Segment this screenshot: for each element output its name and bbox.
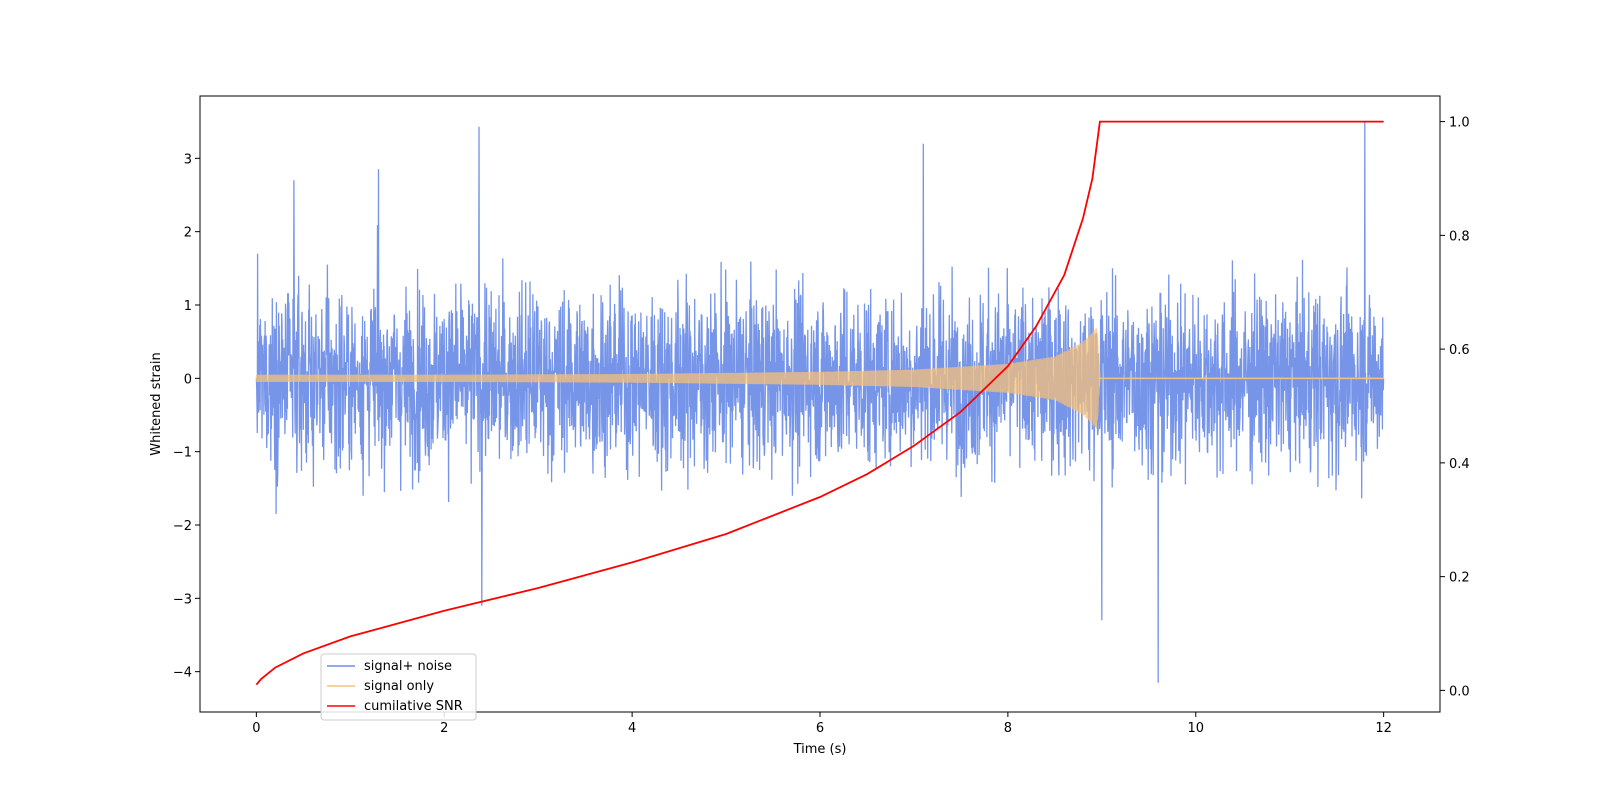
y-tick-label: 1	[184, 299, 192, 314]
y2-tick-label: 0.2	[1449, 571, 1470, 586]
x-tick-label: 6	[816, 721, 824, 736]
legend: signal+ noise signal only cumilative SNR	[320, 653, 477, 721]
x-tick-label: 12	[1375, 721, 1392, 736]
y-tick-label: −1	[173, 446, 192, 461]
y2-tick-label: 0.8	[1449, 229, 1470, 244]
x-axis-label: Time (s)	[793, 742, 847, 757]
plot-area	[255, 120, 1385, 686]
y-tick-label: −2	[173, 519, 192, 534]
y2-tick-label: 0.0	[1449, 684, 1470, 699]
y-tick-label: −3	[173, 592, 192, 607]
y-tick-label: 3	[184, 152, 192, 167]
series-signal-noise	[255, 121, 1385, 683]
legend-label-signal-noise: signal+ noise	[364, 659, 452, 674]
series-cumulative-snr	[255, 120, 1384, 686]
x-tick-label: 2	[440, 721, 448, 736]
x-tick-label: 8	[1004, 721, 1012, 736]
x-tick-label: 0	[252, 721, 260, 736]
legend-label-signal-only: signal only	[364, 679, 434, 694]
x-tick-label: 10	[1187, 721, 1204, 736]
legend-frame	[320, 653, 477, 721]
y-tick-label: 0	[184, 372, 192, 387]
y-tick-label: −4	[173, 666, 192, 681]
legend-label-cumulative-snr: cumilative SNR	[364, 699, 463, 714]
y2-tick-label: 1.0	[1449, 116, 1470, 131]
y-axis-label: Whitened strain	[149, 352, 164, 455]
y2-tick-label: 0.6	[1449, 343, 1470, 358]
x-tick-label: 4	[628, 721, 636, 736]
y-tick-label: 2	[184, 226, 192, 241]
series-layer	[255, 120, 1385, 686]
y2-tick-label: 0.4	[1449, 457, 1470, 472]
